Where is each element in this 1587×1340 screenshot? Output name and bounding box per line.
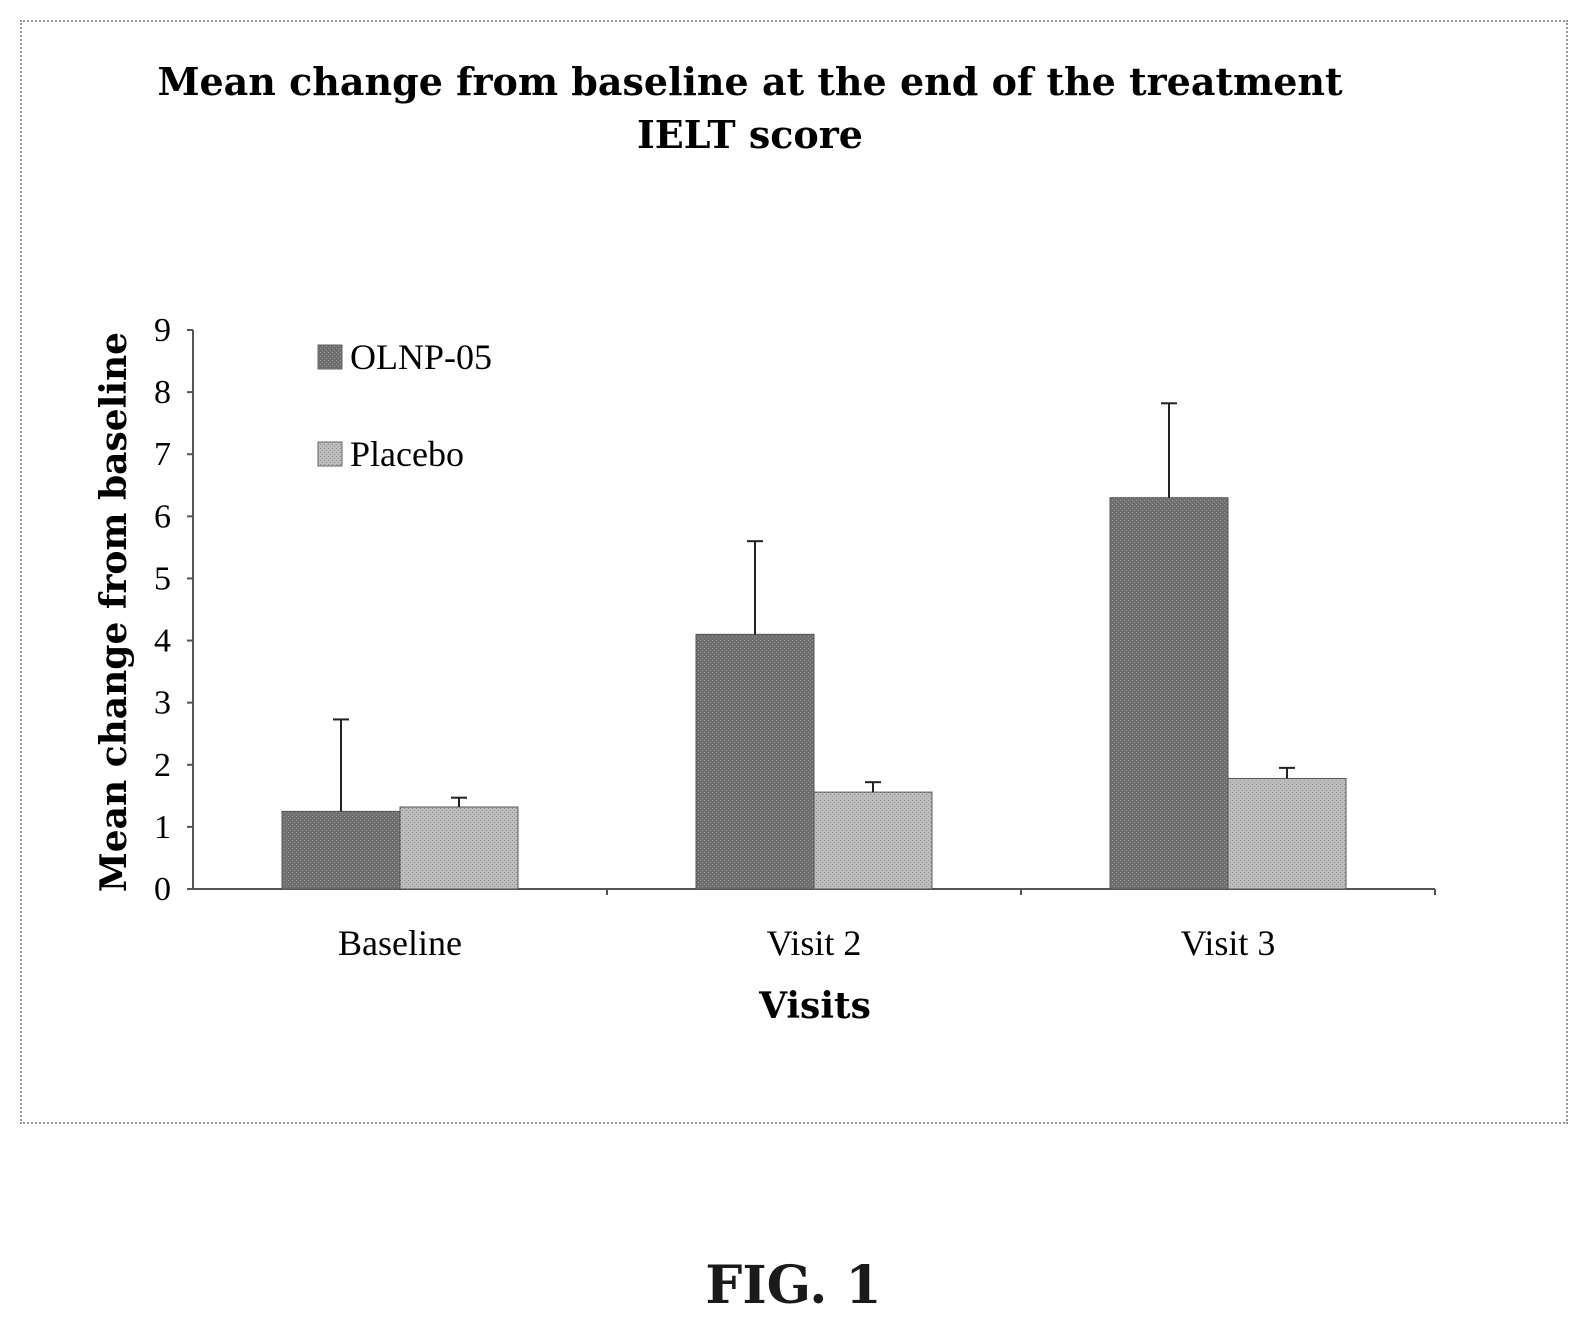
legend-label-olnp-05: OLNP-05 [350, 337, 492, 377]
bar-olnp-05 [695, 633, 815, 890]
axes: 0 1 2 3 4 5 6 7 8 9 Baseline Visit 2 Visit 3 [154, 312, 1436, 963]
y-tick-label: 2 [154, 747, 171, 784]
x-category-label: Visit 3 [1181, 923, 1276, 963]
y-axis-label: Mean change from baseline [93, 332, 135, 892]
y-tick-label: 4 [154, 623, 171, 660]
chart-title-line-1: Mean change from baseline at the end of … [157, 59, 1343, 104]
y-tick-label: 0 [154, 871, 171, 908]
figure-caption: FIG. 1 [705, 1255, 882, 1316]
legend-swatch-olnp-05 [317, 344, 343, 370]
y-tick-label: 9 [154, 312, 171, 349]
bar-olnp-05 [281, 810, 401, 890]
legend-swatch-placebo [317, 441, 343, 467]
y-tick-label: 5 [154, 560, 171, 597]
x-category-label: Visit 2 [767, 923, 862, 963]
y-tick-label: 6 [154, 498, 171, 535]
y-tick-label: 3 [154, 685, 171, 722]
bar-olnp-05 [1109, 497, 1229, 890]
legend-label-placebo: Placebo [350, 434, 464, 474]
x-category-label: Baseline [338, 923, 462, 963]
bars [281, 402, 1347, 890]
chart-title-line-2: IELT score [637, 112, 863, 157]
y-tick-label: 7 [154, 436, 171, 473]
legend: OLNP-05 Placebo [317, 337, 492, 474]
x-axis-label: Visits [758, 985, 871, 1027]
bar-placebo [813, 791, 933, 890]
y-tick-label: 1 [154, 809, 171, 846]
y-tick-label: 8 [154, 374, 171, 411]
bar-placebo [1227, 777, 1347, 890]
figure-frame [20, 20, 1568, 1124]
bar-placebo [399, 806, 519, 890]
